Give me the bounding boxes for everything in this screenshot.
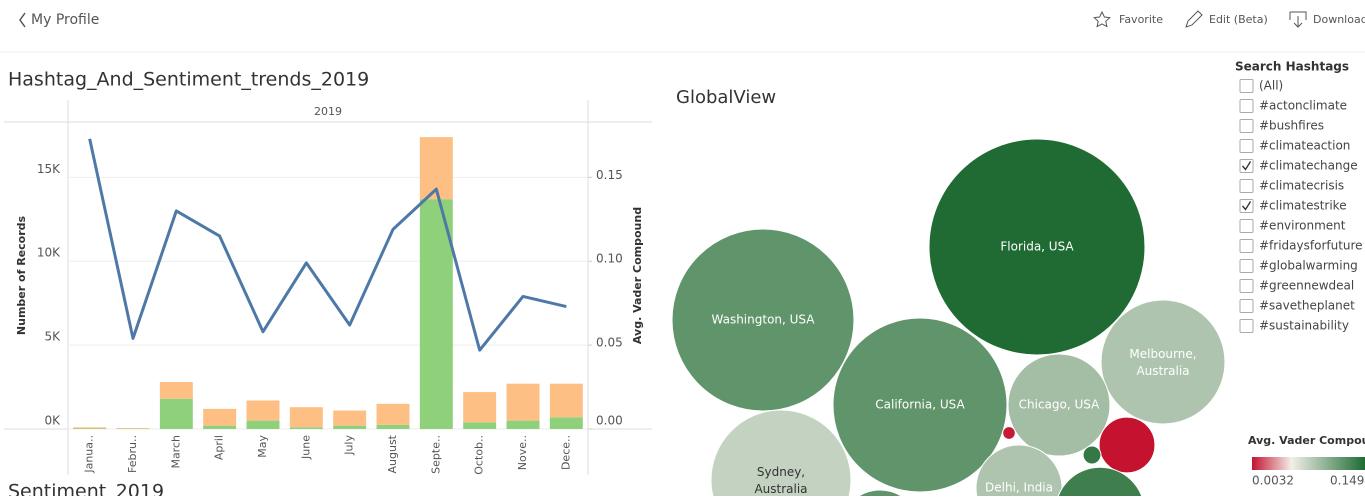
bar-segment: [463, 422, 496, 429]
y-tick-label: 15K: [37, 162, 61, 176]
bar-segment: [247, 421, 280, 429]
edit-icon[interactable]: [1186, 11, 1202, 27]
legend-gradient: [1252, 457, 1365, 470]
next-title: Sentiment_2019: [8, 481, 164, 497]
x-tick-label: April: [213, 435, 226, 460]
bubble[interactable]: [1083, 446, 1101, 464]
bar-segment: [463, 392, 496, 422]
checkbox[interactable]: [1240, 260, 1253, 273]
bar-segment: [117, 428, 150, 429]
y2-tick-label: 0.10: [596, 252, 623, 266]
legend-max: 0.1494: [1330, 474, 1365, 488]
legend-min: 0.0032: [1252, 474, 1294, 488]
chart-title: GlobalView: [676, 87, 776, 108]
bar-segment: [203, 426, 236, 429]
checkbox[interactable]: [1240, 100, 1253, 113]
x-tick-label: Janua..: [83, 435, 96, 474]
y2-axis-title: Avg. Vader Compound: [631, 207, 644, 344]
x-tick-label: Nove..: [516, 435, 529, 470]
x-tick-label: August: [386, 434, 399, 473]
back-link[interactable]: My Profile: [31, 12, 99, 28]
x-tick-label: June: [299, 435, 312, 460]
favorite-icon[interactable]: [1094, 12, 1110, 27]
trend-line: [90, 139, 567, 350]
filter-option[interactable]: #bushfires: [1259, 119, 1324, 133]
bar-segment: [377, 404, 410, 425]
filter-option[interactable]: #fridaysforfuture: [1259, 239, 1363, 253]
checkbox[interactable]: [1240, 220, 1253, 233]
x-tick-label: Dece..: [559, 435, 572, 470]
bar-segment: [333, 426, 366, 429]
bar-segment: [290, 427, 323, 429]
download-button[interactable]: Download: [1313, 13, 1365, 26]
download-icon[interactable]: [1290, 12, 1306, 27]
bar-segment: [73, 428, 106, 429]
checkbox[interactable]: [1240, 300, 1253, 313]
checkbox[interactable]: [1240, 180, 1253, 193]
x-tick-label: Octob..: [473, 435, 486, 475]
bubble[interactable]: [1099, 417, 1155, 473]
y-tick-label: 10K: [37, 246, 61, 260]
filter-option[interactable]: #climatestrike: [1259, 199, 1347, 213]
filter-option[interactable]: #environment: [1259, 219, 1346, 233]
bar-segment: [73, 427, 106, 428]
bubble-label: Chicago, USA: [1019, 398, 1100, 412]
bubble-label: Florida, USA: [1000, 240, 1074, 254]
bar-segment: [550, 417, 583, 429]
bar-segment: [290, 407, 323, 427]
bar-segment: [247, 400, 280, 420]
bar-segment: [160, 382, 193, 399]
favorite-button[interactable]: Favorite: [1119, 13, 1163, 26]
back-icon[interactable]: [20, 13, 25, 27]
edit-button[interactable]: Edit (Beta): [1209, 13, 1268, 26]
x-tick-label: Septe..: [429, 435, 442, 474]
checkbox[interactable]: [1240, 80, 1253, 93]
filter-option[interactable]: #savetheplanet: [1259, 299, 1355, 313]
filter-option[interactable]: #globalwarming: [1259, 259, 1358, 273]
bar-segment: [333, 411, 366, 426]
filter-title: Search Hashtags: [1235, 60, 1349, 74]
x-tick-label: May: [256, 435, 269, 458]
y2-tick-label: 0.15: [596, 168, 623, 182]
filter-option[interactable]: #climateaction: [1259, 139, 1350, 153]
legend-title: Avg. Vader Compound: [1248, 434, 1365, 447]
checkbox[interactable]: [1240, 120, 1253, 133]
column-header: 2019: [314, 105, 342, 118]
bubble-label: California, USA: [875, 398, 965, 412]
y2-tick-label: 0.00: [596, 414, 623, 428]
checkbox[interactable]: [1240, 320, 1253, 333]
bar-segment: [507, 384, 540, 421]
y2-tick-label: 0.05: [596, 336, 623, 350]
y-axis-title: Number of Records: [15, 215, 28, 335]
bubble[interactable]: [1101, 300, 1225, 424]
checkbox[interactable]: [1240, 160, 1253, 173]
y-tick-label: 5K: [44, 330, 61, 344]
chart-title: Hashtag_And_Sentiment_trends_2019: [8, 69, 369, 91]
checkbox[interactable]: [1240, 140, 1253, 153]
x-tick-label: Febru..: [126, 435, 139, 473]
checkbox[interactable]: [1240, 280, 1253, 293]
x-tick-label: July: [343, 435, 356, 456]
filter-option[interactable]: #actonclimate: [1259, 99, 1347, 113]
filter-option[interactable]: #sustainability: [1259, 319, 1349, 333]
filter-option[interactable]: #climatecrisis: [1259, 179, 1344, 193]
bubble-label: Delhi, India: [985, 481, 1053, 495]
bar-segment: [377, 425, 410, 429]
checkbox[interactable]: [1240, 200, 1253, 213]
checkbox[interactable]: [1240, 240, 1253, 253]
bar-segment: [507, 421, 540, 429]
bar-segment: [550, 384, 583, 418]
bubble[interactable]: [1003, 427, 1016, 440]
bar-segment: [160, 399, 193, 429]
bubble-label: Washington, USA: [712, 313, 816, 327]
bar-segment: [203, 409, 236, 426]
y-tick-label: 0K: [44, 414, 61, 428]
filter-option[interactable]: #greennewdeal: [1259, 279, 1354, 293]
filter-option[interactable]: (All): [1259, 79, 1283, 93]
x-tick-label: March: [169, 435, 182, 469]
filter-option[interactable]: #climatechange: [1259, 159, 1358, 173]
